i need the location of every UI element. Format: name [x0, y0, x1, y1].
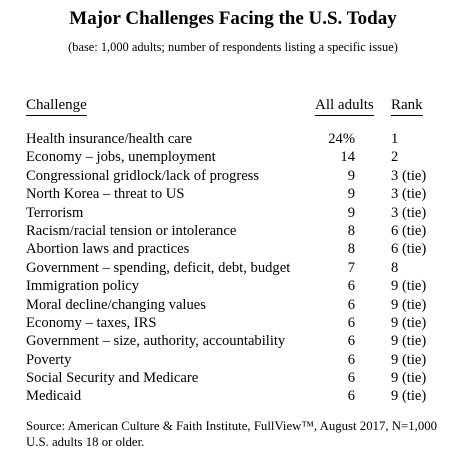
document-title: Major Challenges Facing the U.S. Today	[69, 8, 397, 29]
challenge-cell: Economy – jobs, unemployment	[26, 149, 216, 166]
table-row: Health insurance/health care 24% 1	[0, 130, 466, 148]
rank-cell: 3 (tie)	[391, 186, 427, 203]
rank-cell: 2	[391, 149, 399, 166]
all-adults-cell: 6	[347, 296, 355, 313]
all-adults-cell: 6	[347, 333, 355, 350]
table-row: Racism/racial tension or intolerance 8 6 (…	[0, 222, 466, 240]
all-adults-cell: 24%	[328, 131, 355, 147]
table-row: Government – spending, deficit, debt, bu…	[0, 259, 466, 277]
table-row: Economy – taxes, IRS 6 9 (tie)	[0, 314, 466, 332]
all-adults-cell: 9	[347, 186, 355, 203]
challenge-cell: Poverty	[26, 351, 72, 368]
table-row: Economy – jobs, unemployment 14 2	[0, 148, 466, 166]
table-row: Moral decline/changing values 6 9 (tie)	[0, 296, 466, 314]
all-adults-cell: 8	[347, 222, 355, 239]
challenge-cell: North Korea – threat to US	[26, 186, 185, 203]
rank-cell: 6 (tie)	[391, 241, 427, 258]
document-subtitle: (base: 1,000 adults; number of responden…	[68, 40, 398, 54]
rank-cell: 9 (tie)	[391, 278, 427, 295]
table-row: Medicaid 6 9 (tie)	[0, 387, 466, 405]
challenge-cell: Immigration policy	[26, 278, 140, 295]
all-adults-cell: 14	[340, 149, 355, 166]
all-adults-cell: 6	[347, 278, 355, 295]
challenge-cell: Economy – taxes, IRS	[26, 314, 157, 331]
challenge-cell: Racism/racial tension or intolerance	[26, 222, 237, 239]
rank-cell: 9 (tie)	[391, 314, 427, 331]
rank-cell: 9 (tie)	[391, 351, 427, 368]
table-row: Poverty 6 9 (tie)	[0, 351, 466, 369]
challenge-cell: Government – spending, deficit, debt, bu…	[26, 259, 291, 276]
challenge-cell: Health insurance/health care	[26, 131, 193, 147]
column-header-all-adults: All adults	[315, 96, 374, 116]
challenge-cell: Terrorism	[26, 204, 84, 221]
challenge-cell: Social Security and Medicare	[26, 370, 199, 387]
column-header-rank: Rank	[391, 96, 423, 116]
challenge-cell: Medicaid	[26, 388, 82, 405]
all-adults-cell: 8	[347, 241, 355, 258]
rank-cell: 8	[391, 259, 399, 276]
rank-cell: 9 (tie)	[391, 388, 427, 405]
all-adults-cell: 6	[347, 314, 355, 331]
rank-cell: 9 (tie)	[391, 370, 427, 387]
all-adults-cell: 6	[347, 388, 355, 405]
challenge-table: Health insurance/health care 24% 1 Economy …	[0, 130, 466, 406]
rank-cell: 6 (tie)	[391, 222, 427, 239]
all-adults-cell: 6	[347, 370, 355, 387]
challenge-cell: Moral decline/changing values	[26, 296, 206, 313]
table-row: Abortion laws and practices 8 6 (tie)	[0, 240, 466, 258]
challenge-cell: Abortion laws and practices	[26, 241, 190, 258]
all-adults-cell: 7	[347, 259, 355, 276]
rank-cell: 9 (tie)	[391, 333, 427, 350]
table-row: North Korea – threat to US 9 3 (tie)	[0, 185, 466, 203]
rank-cell: 3 (tie)	[391, 167, 427, 184]
all-adults-cell: 9	[347, 167, 355, 184]
table-row: Congressional gridlock/lack of progress 9…	[0, 167, 466, 185]
source-note: Source: American Culture & Faith Institu…	[26, 419, 438, 449]
rank-cell: 3 (tie)	[391, 204, 427, 221]
table-row: Terrorism 9 3 (tie)	[0, 204, 466, 222]
challenge-cell: Government – size, authority, accountabi…	[26, 333, 286, 350]
table-row: Government – size, authority, accountabi…	[0, 332, 466, 350]
table-row: Immigration policy 6 9 (tie)	[0, 277, 466, 295]
table-row: Social Security and Medicare 6 9 (tie)	[0, 369, 466, 387]
challenge-cell: Congressional gridlock/lack of progress	[26, 167, 260, 184]
all-adults-cell: 9	[347, 204, 355, 221]
rank-cell: 1	[391, 131, 399, 147]
rank-cell: 9 (tie)	[391, 296, 427, 313]
column-header-challenge: Challenge	[26, 96, 87, 116]
all-adults-cell: 6	[347, 351, 355, 368]
